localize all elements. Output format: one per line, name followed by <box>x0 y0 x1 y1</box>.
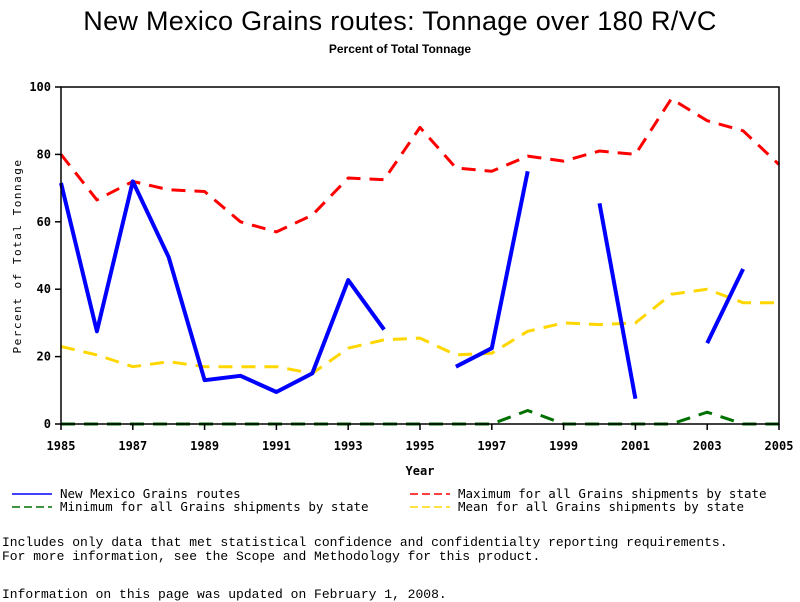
x-axis-title: Year <box>406 464 435 478</box>
legend-label: Mean for all Grains shipments by state <box>458 499 744 514</box>
x-tick-label: 1995 <box>406 439 435 453</box>
y-tick-label: 20 <box>37 350 51 364</box>
series-maximum-for-all-grains-shipments-by-state <box>61 99 779 232</box>
legend-item: Mean for all Grains shipments by state <box>410 499 744 514</box>
series-new-mexico-grains-routes <box>61 171 743 398</box>
y-tick-label: 100 <box>29 80 51 94</box>
line-chart: 0 20 40 60 80 100 1985 1987 1989 1991 1993 1995 1997… <box>0 0 800 530</box>
series-line-segment <box>456 171 528 366</box>
x-tick-label: 1991 <box>262 439 291 453</box>
x-tick-label: 1989 <box>190 439 219 453</box>
x-tick-label: 1999 <box>549 439 578 453</box>
series-minimum-for-all-grains-shipments-by-state <box>61 411 779 425</box>
y-tick-label: 60 <box>37 215 51 229</box>
series-line-segment <box>61 289 779 373</box>
axes-layer: 0 20 40 60 80 100 1985 1987 1989 1991 1993 1995 1997… <box>29 80 793 453</box>
series-line-segment <box>707 269 743 343</box>
x-tick-label: 2005 <box>765 439 794 453</box>
y-tick-label: 80 <box>37 147 51 161</box>
y-tick-label: 40 <box>37 282 51 296</box>
footnote-confidence: Includes only data that met statistical … <box>2 535 728 550</box>
x-tick-label: 1987 <box>118 439 147 453</box>
series-layer <box>61 99 779 424</box>
x-tick-label: 2003 <box>693 439 722 453</box>
legend-item: Minimum for all Grains shipments by stat… <box>12 499 369 514</box>
footnote-methodology: For more information, see the Scope and … <box>2 549 540 564</box>
x-tick-label: 1993 <box>334 439 363 453</box>
series-line-segment <box>61 411 779 425</box>
y-axis-title: Percent of Total Tonnage <box>11 159 24 354</box>
series-line-segment <box>61 99 779 232</box>
series-mean-for-all-grains-shipments-by-state <box>61 289 779 373</box>
x-tick-label: 2001 <box>621 439 650 453</box>
legend-label: Minimum for all Grains shipments by stat… <box>60 499 369 514</box>
y-tick-label: 0 <box>44 417 51 431</box>
series-line-segment <box>600 203 636 398</box>
x-tick-label: 1997 <box>477 439 506 453</box>
x-tick-label: 1985 <box>47 439 76 453</box>
